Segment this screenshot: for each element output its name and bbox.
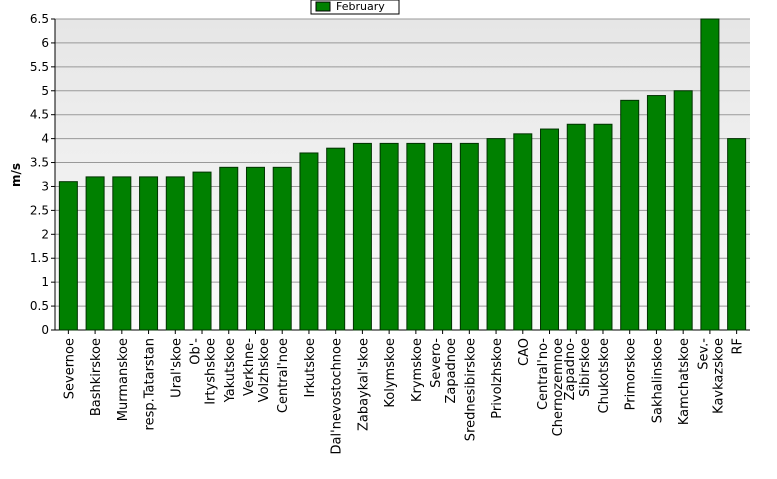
bar — [165, 176, 185, 331]
bar — [219, 166, 239, 331]
bar — [299, 152, 319, 331]
bar — [646, 95, 666, 331]
x-tick-label: Dal'nevostochnoe — [330, 338, 345, 454]
x-tick-label: Irkutskoe — [303, 338, 318, 397]
y-tick-label: 1.5 — [30, 251, 49, 265]
y-tick-label: 2.5 — [30, 203, 49, 217]
bar — [433, 142, 453, 331]
x-tick-label: Severnoe — [62, 338, 77, 399]
bar — [486, 138, 506, 331]
x-tick-label: Sakhalinskoe — [650, 338, 665, 423]
x-tick-label: Severo-Zapadnoe — [429, 338, 459, 404]
y-tick-label: 4 — [41, 132, 49, 146]
y-tick-label: 0 — [41, 323, 49, 337]
legend-label: February — [336, 0, 385, 13]
x-tick-label: Chukotskoe — [597, 338, 612, 413]
legend-swatch — [315, 1, 331, 12]
y-tick-label: 6 — [41, 36, 49, 50]
bar — [700, 18, 720, 331]
x-tick-label: Ural'skoe — [169, 338, 184, 398]
x-tick-label: Central'no-Chernozemnoe — [536, 338, 566, 437]
bar — [58, 181, 78, 331]
x-tick-label: Bashkirskoe — [89, 338, 104, 416]
x-tick-label: Sev.-Kavkazskoe — [696, 338, 726, 414]
bar — [727, 138, 747, 331]
bar — [593, 123, 613, 331]
bar — [85, 176, 105, 331]
y-tick-label: 5 — [41, 84, 49, 98]
bar — [620, 99, 640, 331]
bar — [406, 142, 426, 331]
y-tick-label: 4.5 — [30, 108, 49, 122]
plot-area — [55, 19, 750, 330]
bar — [352, 142, 372, 331]
x-tick-label: Ob'-Irtyshskoe — [189, 338, 219, 405]
y-tick-label: 3 — [41, 179, 49, 193]
legend: February — [310, 0, 400, 15]
legend-box — [310, 0, 400, 15]
x-tick-label: Privolzhskoe — [490, 338, 505, 419]
x-tick-label: Central'noe — [276, 338, 291, 413]
bar — [326, 147, 346, 331]
bar — [139, 176, 159, 331]
y-tick-label: 1 — [41, 275, 49, 289]
bar — [459, 142, 479, 331]
x-tick-label: Verkhne-Volzhskoe — [242, 338, 272, 403]
y-axis-label: m/s — [9, 163, 23, 187]
bar — [112, 176, 132, 331]
y-tick-label: 0.5 — [30, 299, 49, 313]
x-tick-label: Srednesibirskoe — [463, 338, 478, 441]
x-tick-label: Kolymskoe — [383, 338, 398, 408]
x-tick-label: resp.Tatarstan — [143, 338, 158, 430]
x-tick-label: Yakutskoe — [223, 338, 238, 403]
bar — [513, 133, 533, 331]
y-tick-label: 6.5 — [30, 12, 49, 26]
x-tick-label: Zapadno-Sibirskoe — [563, 338, 593, 401]
bar — [245, 166, 265, 331]
bar — [379, 142, 399, 331]
x-tick-label: Zabaykal'skoe — [356, 338, 371, 431]
bar — [566, 123, 586, 331]
y-tick-label: 5.5 — [30, 60, 49, 74]
x-tick-label: Murmanskoe — [116, 338, 131, 421]
x-tick-label: RF — [731, 338, 746, 355]
bar — [192, 171, 212, 331]
x-tick-label: Primorskoe — [624, 338, 639, 410]
x-tick-label: Krymskoe — [410, 338, 425, 402]
y-tick-label: 3.5 — [30, 156, 49, 170]
x-tick-label: Kamchatskoe — [677, 338, 692, 425]
y-tick-label: 2 — [41, 227, 49, 241]
bar — [272, 166, 292, 331]
bar — [540, 128, 560, 331]
bar — [673, 90, 693, 331]
x-tick-label: CAO — [517, 338, 532, 366]
